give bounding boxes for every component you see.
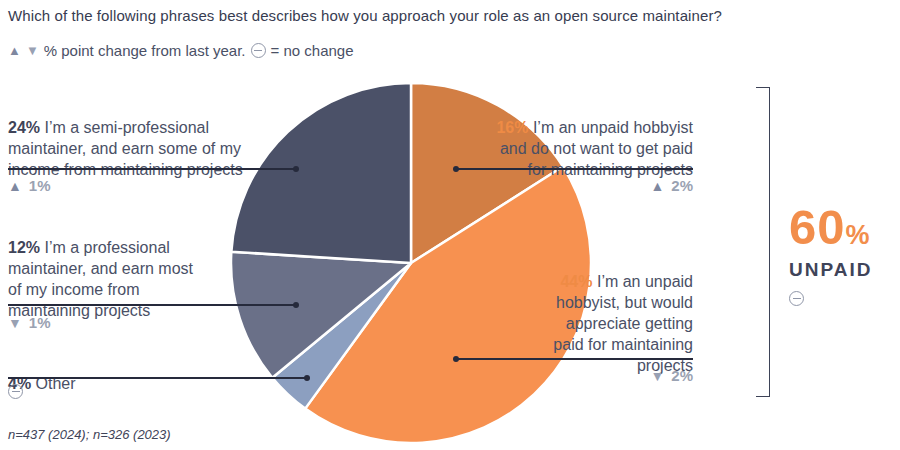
unpaid-total: 60% [789, 203, 872, 252]
leader-dot-12 [293, 302, 299, 308]
change-unpaid-want-pay: ▼ 2% [593, 367, 693, 384]
leader-dot-4 [304, 375, 310, 381]
up-triangle-icon: ▲ [650, 179, 664, 193]
change-value: 2% [671, 367, 693, 384]
unpaid-summary: 60% UNPAID [789, 203, 872, 306]
leader-line-4 [8, 377, 309, 379]
leader-line-24 [8, 168, 298, 170]
callout-pct: 12% [8, 239, 40, 256]
leader-line-16 [454, 168, 693, 170]
change-semi-professional: ▲ 1% [8, 177, 51, 194]
leader-dot-16 [453, 166, 459, 172]
chart-page: Which of the following phrases best desc… [0, 0, 900, 450]
sample-size-note: n=437 (2024); n=326 (2023) [8, 427, 171, 442]
callout-other: 4% Other [8, 352, 233, 394]
callout-pct: 44% [560, 273, 592, 290]
leader-line-44 [454, 358, 693, 360]
down-triangle-icon: ▼ [650, 369, 664, 383]
leader-line-12 [8, 304, 298, 306]
no-change-icon [8, 384, 23, 399]
leader-dot-24 [293, 166, 299, 172]
change-value: 1% [29, 314, 51, 331]
callout-pct: 16% [496, 119, 528, 136]
unpaid-group-bracket [756, 87, 770, 397]
leader-dot-44 [453, 356, 459, 362]
change-professional: ▼ 1% [8, 314, 51, 331]
change-value: 1% [29, 177, 51, 194]
up-triangle-icon: ▲ [8, 179, 22, 193]
callout-pct: 24% [8, 119, 40, 136]
change-value: 2% [671, 177, 693, 194]
unpaid-label: UNPAID [789, 259, 872, 281]
no-change-icon [789, 291, 804, 306]
down-triangle-icon: ▼ [8, 316, 22, 330]
change-unpaid-no-pay: ▲ 2% [593, 177, 693, 194]
percent-sign: % [846, 220, 870, 250]
change-other [8, 384, 23, 399]
